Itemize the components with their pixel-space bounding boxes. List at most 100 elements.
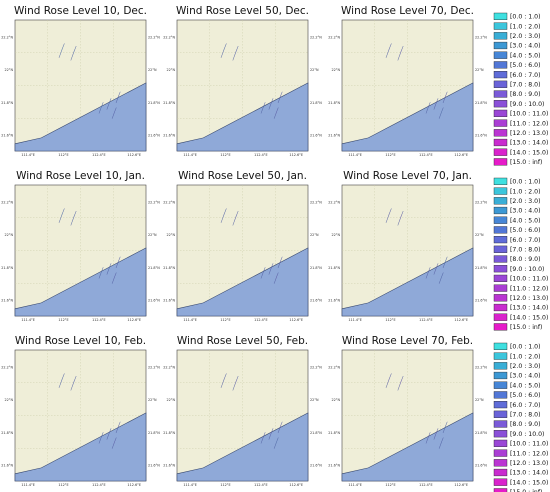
legend-label: [8.0 : 9.0) — [510, 91, 541, 98]
y-tick-label-right: 21.8°N — [148, 101, 160, 105]
panel-title: Wind Rose Level 50, Dec. — [176, 5, 309, 17]
y-tick-label-right: 21.6°N — [475, 299, 487, 303]
wind-rose-petal — [58, 373, 65, 388]
x-tick-label: 112.6°E — [127, 153, 141, 157]
legend-swatch — [493, 362, 508, 370]
x-tick-label: 111.4°E — [21, 483, 35, 487]
y-tick-label: 21.8°N — [1, 101, 13, 105]
legend-swatch — [493, 323, 508, 331]
y-tick-label-right: 22°N — [475, 68, 484, 72]
panel-r1c0: Wind Rose Level 10, Jan. 111.4°E 112°E 112.… — [1, 170, 160, 322]
y-tick-label-right: 21.8°N — [148, 431, 160, 435]
y-tick-label-right: 22°N — [148, 233, 157, 237]
y-tick-label-right: 22°N — [475, 233, 484, 237]
wind-rose-petal — [111, 107, 117, 119]
legend-swatch — [493, 274, 508, 283]
sea-area — [176, 412, 309, 482]
legend-label: [6.0 : 7.0) — [510, 237, 541, 244]
y-tick-label-right: 22.2°N — [475, 365, 487, 369]
legend-label: [13.0 : 14.0) — [510, 140, 548, 147]
wind-rose-petal — [397, 45, 404, 61]
x-tick-label: 112.4°E — [254, 483, 268, 487]
y-tick-label-right: 22°N — [148, 398, 157, 402]
legend-swatch — [493, 138, 508, 147]
y-tick-label: 21.8°N — [1, 266, 13, 270]
x-tick-label: 112.6°E — [289, 483, 303, 487]
legend-label: [14.0 : 15.0) — [510, 479, 548, 486]
legend-swatch — [493, 313, 508, 321]
legend-label: [13.0 : 14.0) — [510, 470, 548, 477]
panel-title: Wind Rose Level 70, Feb. — [342, 335, 473, 347]
wind-rose-petal — [438, 107, 444, 119]
legend-swatch — [493, 51, 508, 59]
legend-label: [11.0 : 12.0) — [510, 450, 548, 457]
sea-area — [14, 82, 147, 152]
legend-swatch — [493, 342, 508, 351]
legend-swatch — [493, 12, 508, 21]
legend-label: [0.0 : 1.0) — [510, 179, 541, 186]
wind-rose-petal — [220, 43, 227, 58]
wind-rose-petal — [98, 432, 104, 444]
y-tick-label: 22.2°N — [1, 365, 13, 369]
y-tick-label: 22.2°N — [163, 365, 175, 369]
panel-r2c2: Wind Rose Level 70, Feb. 111.4°E 112°E 112.… — [328, 335, 487, 487]
wind-rose-petal — [111, 272, 117, 284]
legend-label: [8.0 : 9.0) — [510, 256, 541, 263]
sea-area — [176, 247, 309, 317]
wind-rose-petal — [58, 208, 65, 223]
y-tick-label: 21.8°N — [328, 431, 340, 435]
legend-label: [15.0 : inf) — [510, 489, 542, 492]
legend-swatch — [493, 303, 508, 312]
x-tick-label: 112.6°E — [127, 318, 141, 322]
wind-rose-petal — [268, 428, 274, 440]
legend-label: [4.0 : 5.0) — [510, 382, 541, 389]
wind-rose-petal — [260, 267, 266, 279]
legend-label: [15.0 : inf) — [510, 159, 542, 166]
legend-label: [1.0 : 2.0) — [510, 188, 541, 195]
y-tick-label-right: 21.6°N — [148, 134, 160, 138]
wind-rose-petal — [220, 373, 227, 388]
y-tick-label: 21.6°N — [328, 464, 340, 468]
legend-label: [5.0 : 6.0) — [510, 392, 541, 399]
legend-label: [10.0 : 11.0) — [510, 441, 548, 448]
wind-rose-petal — [425, 267, 431, 279]
panel-title: Wind Rose Level 70, Dec. — [341, 5, 474, 17]
legend-swatch — [493, 478, 508, 486]
legend-swatch — [493, 61, 508, 69]
x-tick-label: 112.4°E — [419, 483, 433, 487]
y-tick-label: 22.2°N — [163, 35, 175, 39]
legend-swatch — [493, 235, 508, 244]
wind-rose-petal — [268, 98, 274, 110]
legend-label: [5.0 : 6.0) — [510, 227, 541, 234]
y-tick-label-right: 22.2°N — [310, 35, 322, 39]
wind-rose-petal — [70, 210, 77, 226]
legend-swatch — [493, 158, 508, 166]
panel-r0c1: Wind Rose Level 50, Dec. 111.4°E 112°E 112.… — [163, 5, 322, 157]
x-tick-label: 112°E — [58, 153, 68, 157]
legend-swatch — [493, 41, 508, 50]
x-tick-label: 112°E — [58, 318, 68, 322]
x-tick-label: 112°E — [220, 153, 230, 157]
legend-swatch — [493, 352, 508, 360]
wind-rose-petal — [70, 45, 77, 61]
legend-swatch — [493, 90, 508, 98]
legend-swatch — [493, 177, 508, 186]
y-tick-label-right: 22°N — [310, 398, 319, 402]
wind-rose-petal — [425, 432, 431, 444]
x-tick-label: 112.6°E — [289, 318, 303, 322]
y-tick-label: 21.8°N — [1, 431, 13, 435]
legend-label: [6.0 : 7.0) — [510, 72, 541, 79]
panel-title: Wind Rose Level 70, Jan. — [343, 170, 472, 182]
legend-label: [7.0 : 8.0) — [510, 412, 541, 419]
x-tick-label: 111.4°E — [348, 483, 362, 487]
y-tick-label: 21.6°N — [163, 464, 175, 468]
y-tick-label: 22°N — [166, 68, 175, 72]
sea-area — [341, 412, 474, 482]
legend-label: [3.0 : 4.0) — [510, 208, 541, 215]
y-tick-label: 22°N — [331, 398, 340, 402]
x-tick-label: 111.4°E — [183, 153, 197, 157]
legend-swatch — [493, 294, 508, 302]
wind-rose-petal — [425, 102, 431, 114]
wind-rose-petal — [438, 272, 444, 284]
legend-r2: [0.0 : 1.0) [1.0 : 2.0) [2.0 : 3.0) [3.0 : … — [493, 342, 548, 492]
